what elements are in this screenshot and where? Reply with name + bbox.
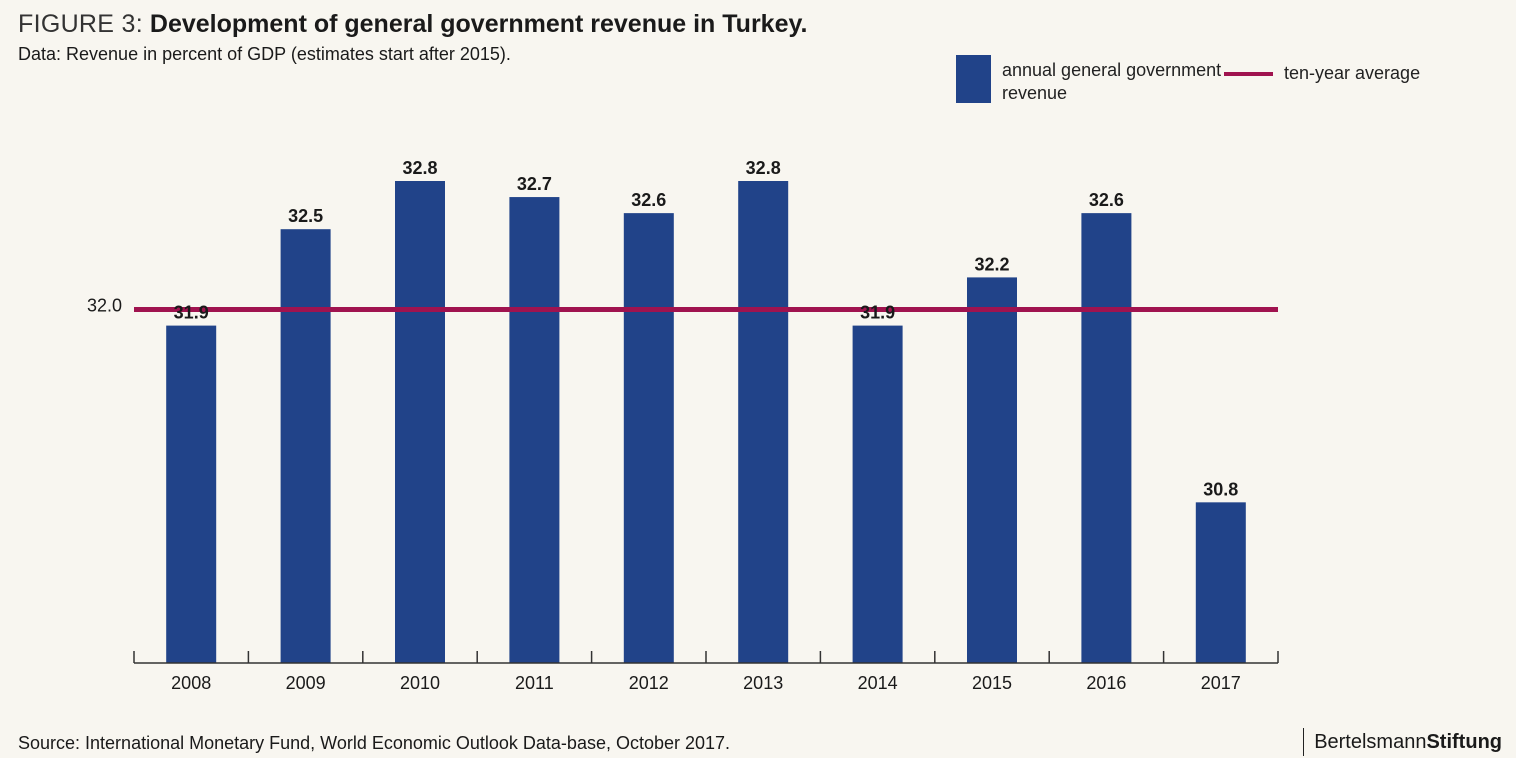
chart-subtitle: Data: Revenue in percent of GDP (estimat…: [18, 44, 511, 64]
bar-2009: [280, 229, 331, 663]
x-tick-label-2009: 2009: [286, 673, 326, 693]
bar-2017: [1195, 502, 1246, 663]
bars-layer: [166, 181, 1246, 664]
legend-label-average: ten-year average: [1284, 63, 1421, 83]
brand-regular: Bertelsmann: [1314, 731, 1427, 753]
value-label-2014: 31.9: [860, 303, 895, 323]
legend-line-swatch: [1224, 72, 1273, 76]
x-axis: 2008 2009 2010 2011 2012 2013 2014 2015 2016 2017: [133, 651, 1279, 693]
value-label-2011: 32.7: [517, 174, 552, 194]
value-label-2012: 32.6: [631, 190, 666, 210]
title-text: Development of general government revenu…: [149, 10, 808, 38]
x-tick-label-2017: 2017: [1201, 673, 1241, 693]
x-tick-label-2010: 2010: [400, 673, 440, 693]
bar-2008: [166, 325, 217, 663]
bar-2014: [852, 325, 903, 663]
brand-logo: BertelsmannStiftung: [1303, 728, 1502, 756]
x-tick-label-2013: 2013: [743, 673, 783, 693]
figure-number: FIGURE 3:: [18, 10, 143, 38]
bar-2010: [395, 181, 445, 663]
value-label-2016: 32.6: [1089, 190, 1124, 210]
chart-header: FIGURE 3: Development of general governm…: [18, 8, 808, 66]
x-tick-label-2008: 2008: [171, 673, 211, 693]
value-labels-layer: 31.9 32.5 32.8 32.7 32.6 32.8 31.9 32.2 32.6 30.8: [174, 158, 1239, 499]
legend-bar-swatch: [956, 55, 991, 103]
bar-2012: [623, 213, 674, 663]
value-label-2010: 32.8: [402, 158, 437, 178]
x-tick-label-2015: 2015: [972, 673, 1012, 693]
average-line-layer: 32.0: [87, 296, 1278, 316]
bar-2016: [1081, 213, 1132, 663]
brand-bold: Stiftung: [1426, 731, 1502, 753]
average-line-label: 32.0: [87, 296, 122, 316]
x-tick-label-2011: 2011: [515, 673, 554, 693]
bar-2013: [738, 181, 789, 663]
bar-2015: [967, 277, 1017, 663]
chart-title: FIGURE 3: Development of general governm…: [18, 8, 808, 40]
value-label-2009: 32.5: [288, 206, 323, 226]
bar-2011: [509, 197, 560, 664]
x-tick-label-2014: 2014: [858, 673, 898, 693]
value-label-2017: 30.8: [1203, 479, 1238, 499]
legend-label-revenue: annual general government revenue: [1002, 60, 1222, 103]
source-note: Source: International Monetary Fund, Wor…: [18, 733, 731, 753]
value-label-2015: 32.2: [974, 254, 1009, 274]
value-label-2013: 32.8: [746, 158, 781, 178]
x-tick-label-2012: 2012: [629, 673, 669, 693]
value-label-2008: 31.9: [174, 303, 209, 323]
x-tick-label-2016: 2016: [1086, 673, 1126, 693]
